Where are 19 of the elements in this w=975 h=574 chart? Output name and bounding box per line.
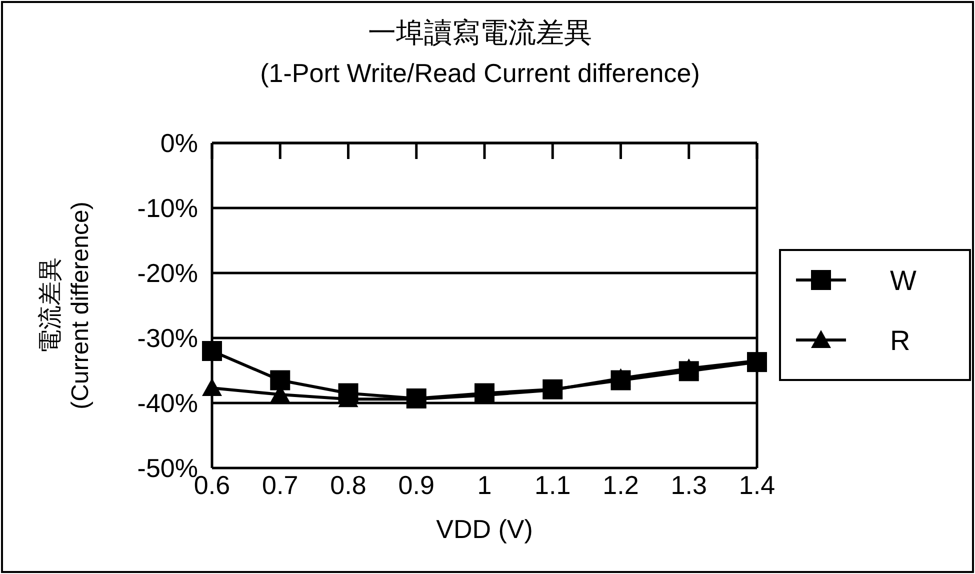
- y-tick-label: -30%: [137, 323, 198, 353]
- y-tick-label: -40%: [137, 388, 198, 418]
- y-tick-label: -20%: [137, 258, 198, 288]
- chart-subtitle: (1-Port Write/Read Current difference): [260, 58, 700, 88]
- x-tick-label: 0.7: [262, 470, 298, 500]
- x-tick-label: 1: [477, 470, 492, 500]
- x-tick-label: 1.1: [534, 470, 571, 500]
- y-tick-label: 0%: [160, 128, 198, 158]
- x-axis-title: VDD (V): [436, 514, 533, 544]
- x-tick-label: 0.8: [330, 470, 366, 500]
- legend-label: W: [890, 265, 917, 296]
- x-tick-label: 1.4: [738, 470, 776, 500]
- x-tick-label: 1.3: [670, 470, 707, 500]
- x-tick-label: 1.2: [602, 470, 639, 500]
- chart-title: 一埠讀寫電流差異: [368, 16, 592, 49]
- legend-label: R: [890, 325, 910, 356]
- x-tick-label: 0.9: [398, 470, 434, 500]
- y-axis-title: 電流差異 (Current difference): [37, 202, 94, 410]
- y-tick-label: -10%: [137, 193, 198, 223]
